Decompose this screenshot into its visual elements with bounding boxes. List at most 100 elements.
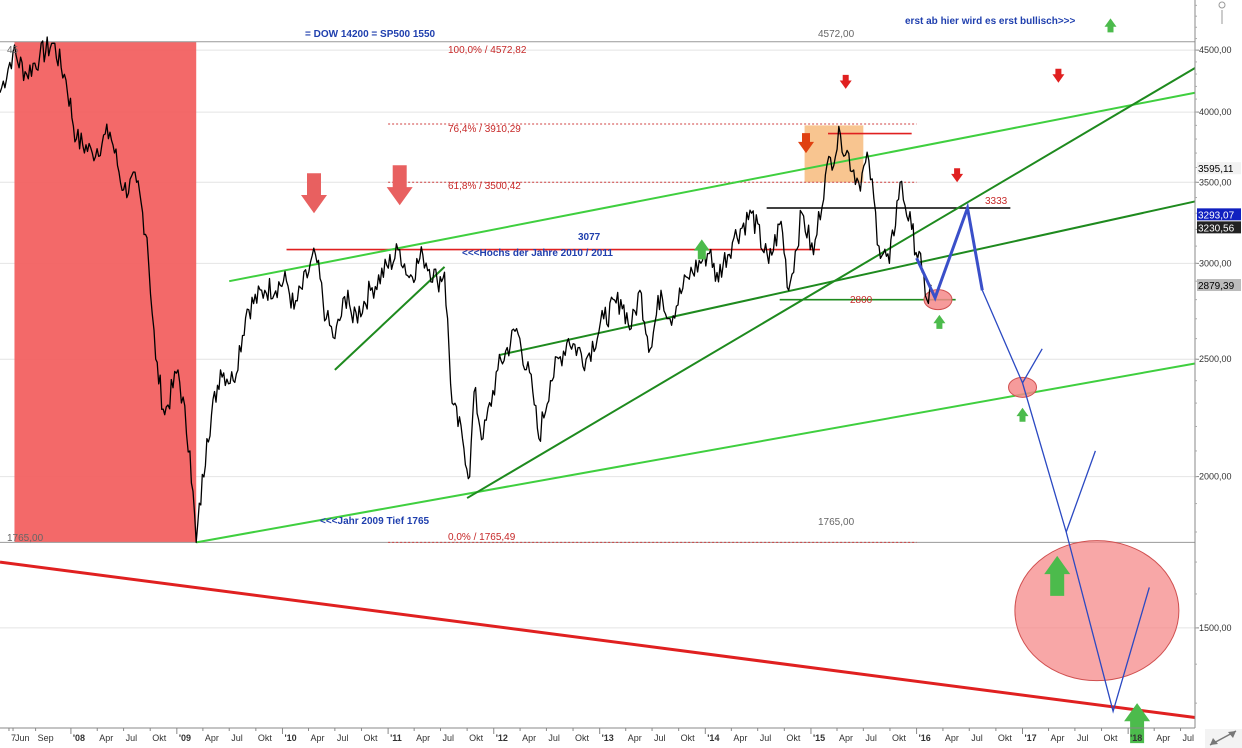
- x-tick-label: Okt: [363, 733, 378, 743]
- x-tick-label: Okt: [575, 733, 590, 743]
- low-2009-note: <<<Jahr 2009 Tief 1765: [320, 516, 430, 527]
- x-tick-label: Okt: [998, 733, 1013, 743]
- x-tick-label: Okt: [681, 733, 696, 743]
- x-tick-label: Jul: [442, 733, 454, 743]
- x-tick-label: Okt: [892, 733, 907, 743]
- fib-764-label: 76,4% / 3910,29: [448, 124, 521, 135]
- price-box-label-0: 3595,11: [1198, 164, 1234, 175]
- shaded-region-0: [14, 41, 197, 543]
- x-tick-label: Jul: [126, 733, 138, 743]
- x-tick-label: Jul: [654, 733, 666, 743]
- x-tick-label: '16: [919, 733, 931, 743]
- arrow-down-5: [951, 168, 964, 183]
- arrow-up-10: [1124, 703, 1151, 744]
- x-tick-label: Jul: [971, 733, 983, 743]
- top-level-label: 4572,00: [818, 29, 855, 40]
- arrow-up-2: [693, 239, 710, 260]
- x-tick-label: '12: [496, 733, 508, 743]
- x-tick-label: '11: [390, 733, 402, 743]
- x-tick-label: Apr: [839, 733, 853, 743]
- y-tick-label: 3500,00: [1199, 177, 1232, 187]
- x-tick-label: '08: [73, 733, 85, 743]
- x-tick-label: Apr: [99, 733, 113, 743]
- settings-icon[interactable]: [1218, 1, 1226, 24]
- price-box-0: [1197, 162, 1241, 175]
- price-box-label-3: 2879,39: [1198, 281, 1235, 292]
- price-box-label-2: 3230,56: [1198, 223, 1235, 234]
- arrow-down-1: [386, 165, 413, 206]
- fib-618-label: 61,8% / 3500,42: [448, 181, 521, 192]
- x-tick-label: '18: [1130, 733, 1142, 743]
- price-box-3: [1197, 279, 1241, 292]
- arrow-down-6: [1052, 68, 1065, 83]
- arrow-down-3: [798, 133, 814, 154]
- level-2800-label: 2800: [850, 295, 873, 306]
- x-tick-label: '10: [284, 733, 296, 743]
- x-tick-label: Sep: [38, 733, 54, 743]
- price-box-label-1: 3293,07: [1198, 210, 1235, 221]
- x-tick-label: Apr: [205, 733, 219, 743]
- price-series-line: [0, 36, 932, 543]
- x-tick-label: '13: [602, 733, 614, 743]
- bullish-note: erst ab hier wird es erst bullisch>>>: [905, 16, 1076, 27]
- x-tick-label: Apr: [1156, 733, 1170, 743]
- y-tick-label: 4000,00: [1199, 107, 1232, 117]
- price-boxes: 3595,11 3293,07 3230,56 2879,39: [1197, 162, 1241, 292]
- y-tick-label: 2000,00: [1199, 472, 1232, 482]
- y-tick-label: 4500,00: [1199, 45, 1232, 55]
- x-tick-label: '09: [179, 733, 191, 743]
- x-tick-label: '14: [707, 733, 719, 743]
- x-tick-label: Okt: [469, 733, 484, 743]
- y-tick-labels: 4500,00 4000,00 3500,00 3000,00 2500,00 2000,…: [1195, 4, 1232, 704]
- projection-path-3: [1065, 450, 1097, 533]
- x-tick-label: Apr: [416, 733, 430, 743]
- y-tick-label: 3000,00: [1199, 258, 1232, 268]
- shaded-regions-layer: [14, 41, 864, 543]
- x-tick-label: Jul: [337, 733, 349, 743]
- projection-path-0: [915, 202, 984, 302]
- x-tick-label: Jul: [231, 733, 243, 743]
- price-box-2: [1197, 221, 1241, 234]
- x-tick-label: Okt: [1104, 733, 1119, 743]
- axis-expand-icon[interactable]: [1205, 729, 1242, 748]
- target-ellipse-2: [1014, 540, 1180, 682]
- x-axis: 7 Jun Sep '08 Apr Jul Okt '09 Apr Jul Okt '10 Apr Jul…: [0, 727, 1242, 748]
- x-tick-label: '17: [1025, 733, 1037, 743]
- trendline-4: [334, 266, 446, 371]
- trendline-2: [466, 67, 1196, 499]
- x-tick-label: 7: [11, 733, 16, 743]
- price-series-layer: [0, 36, 932, 543]
- y-tick-label: 1500,00: [1199, 623, 1232, 633]
- x-tick-label: Apr: [733, 733, 747, 743]
- x-tick-label: Okt: [786, 733, 801, 743]
- level-1765-right-label: 1765,00: [818, 517, 855, 528]
- level-3333-label: 3333: [985, 196, 1008, 207]
- x-tick-label: Jun: [15, 733, 30, 743]
- trendline-0: [229, 91, 1196, 283]
- level-3077-label: 3077: [578, 232, 601, 243]
- trendline-3: [499, 200, 1196, 357]
- y-tick-label: 2500,00: [1199, 354, 1232, 364]
- x-tick-label: Jul: [760, 733, 772, 743]
- highs-note: <<<Hochs der Jahre 2010 / 2011: [462, 248, 613, 259]
- x-tick-label: Jul: [548, 733, 560, 743]
- x-tick-label: Jul: [1077, 733, 1089, 743]
- arrow-up-8: [1016, 407, 1029, 422]
- x-tick-label: Okt: [152, 733, 167, 743]
- levels-layer: [0, 41, 1195, 543]
- fib-100-label: 100,0% / 4572,82: [448, 45, 527, 56]
- level-1765-left-label: 1765,00: [7, 533, 44, 544]
- x-tick-label: Jul: [865, 733, 877, 743]
- x-tick-label: Apr: [522, 733, 536, 743]
- arrow-up-9: [1044, 555, 1071, 596]
- price-box-1: [1197, 208, 1241, 221]
- x-tick-label: Apr: [1051, 733, 1065, 743]
- trendline-5: [0, 560, 1196, 719]
- arrow-up-7: [933, 314, 946, 329]
- arrow-down-4: [839, 74, 852, 89]
- fib-0-label: 0,0% / 1765,49: [448, 532, 516, 543]
- arrow-up-11: [1104, 18, 1117, 33]
- x-tick-label: Okt: [258, 733, 273, 743]
- x-tick-labels: 7 Jun Sep '08 Apr Jul Okt '09 Apr Jul Okt '10 Apr Jul…: [8, 728, 1194, 743]
